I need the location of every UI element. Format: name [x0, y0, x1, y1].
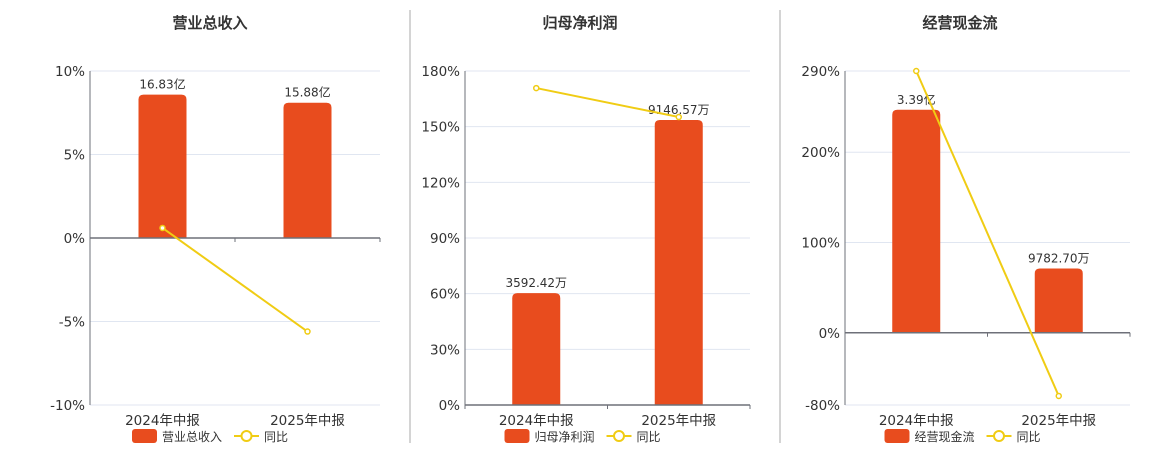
y-tick-label: 0% — [64, 231, 86, 247]
legend-line-label[interactable]: 同比 — [637, 430, 661, 444]
bar[interactable] — [654, 120, 703, 405]
yoy-point[interactable] — [159, 224, 166, 232]
legend: 经营现金流 同比 — [884, 429, 1041, 444]
yoy-point[interactable] — [913, 67, 920, 75]
y-tick-label: 120% — [421, 175, 460, 191]
legend-line-label[interactable]: 同比 — [1017, 430, 1041, 444]
bar[interactable] — [283, 102, 332, 238]
chart-1: 营业总收入 10% 5% 0% -5% -10% 16.83亿 15.88亿 2024年中报 20… — [50, 14, 381, 444]
y-tick-label: -10% — [50, 398, 85, 414]
legend: 营业总收入 同比 — [132, 429, 288, 444]
y-tick-label: 30% — [430, 342, 460, 358]
yoy-point[interactable] — [304, 328, 311, 335]
legend-bar-swatch[interactable] — [504, 429, 530, 443]
y-tick-label: 0% — [439, 398, 461, 414]
legend-line-marker-icon — [240, 430, 253, 442]
chart-title: 经营现金流 — [922, 14, 997, 32]
y-tick-label: -5% — [59, 315, 85, 331]
x-tick-label: 2024年中报 — [499, 413, 574, 429]
y-tick-label: 60% — [430, 287, 460, 303]
y-tick-label: 0% — [819, 326, 841, 342]
x-tick-label: 2024年中报 — [879, 413, 954, 429]
bar[interactable] — [512, 293, 561, 405]
legend-line-marker-icon — [993, 430, 1005, 442]
y-tick-label: 5% — [64, 148, 86, 164]
bar[interactable] — [1034, 268, 1083, 333]
bar[interactable] — [138, 94, 187, 238]
legend-bar-label[interactable]: 营业总收入 — [162, 430, 222, 444]
legend-bar-label[interactable]: 经营现金流 — [915, 429, 975, 444]
yoy-point[interactable] — [1055, 392, 1062, 400]
yoy-point[interactable] — [533, 84, 540, 92]
x-tick-label: 2024年中报 — [125, 413, 200, 429]
bar-data-label: 3592.42万 — [505, 276, 567, 290]
legend-bar-swatch[interactable] — [132, 429, 157, 443]
legend-bar-swatch[interactable] — [884, 429, 910, 443]
chart-title: 营业总收入 — [172, 14, 247, 32]
yoy-line — [536, 87, 679, 118]
legend-bar-label[interactable]: 归母净利润 — [535, 430, 595, 444]
y-tick-label: 180% — [421, 64, 460, 80]
y-tick-label: 100% — [801, 236, 840, 252]
bar-data-label: 3.39亿 — [897, 92, 936, 107]
chart-title: 归母净利润 — [542, 14, 617, 32]
y-tick-label: 290% — [801, 64, 840, 80]
bar-data-label: 15.88亿 — [284, 85, 330, 100]
y-tick-label: 200% — [801, 145, 840, 161]
x-tick-label: 2025年中报 — [270, 413, 345, 429]
x-tick-label: 2025年中报 — [1021, 413, 1096, 429]
y-tick-label: -80% — [805, 398, 840, 414]
legend-line-label[interactable]: 同比 — [264, 430, 288, 444]
yoy-line — [915, 70, 1060, 397]
y-tick-label: 10% — [55, 64, 85, 80]
legend-line-marker-icon — [613, 430, 625, 442]
yoy-point[interactable] — [675, 113, 682, 121]
bar-data-label: 9782.70万 — [1028, 251, 1090, 265]
yoy-line — [161, 227, 309, 333]
chart-2: 归母净利润180%150%120%90%60%30%0%3592.42万9146… — [421, 14, 751, 444]
legend: 归母净利润 同比 — [504, 429, 661, 444]
bar[interactable] — [892, 109, 941, 333]
y-tick-label: 150% — [421, 120, 460, 136]
y-tick-label: 90% — [430, 231, 460, 247]
chart-3: 经营现金流 290% 200% 100% 0% -80% 3.39亿 9782.70万 2024… — [801, 14, 1131, 444]
bar-data-label: 16.83亿 — [139, 77, 185, 92]
x-tick-label: 2025年中报 — [641, 413, 716, 429]
